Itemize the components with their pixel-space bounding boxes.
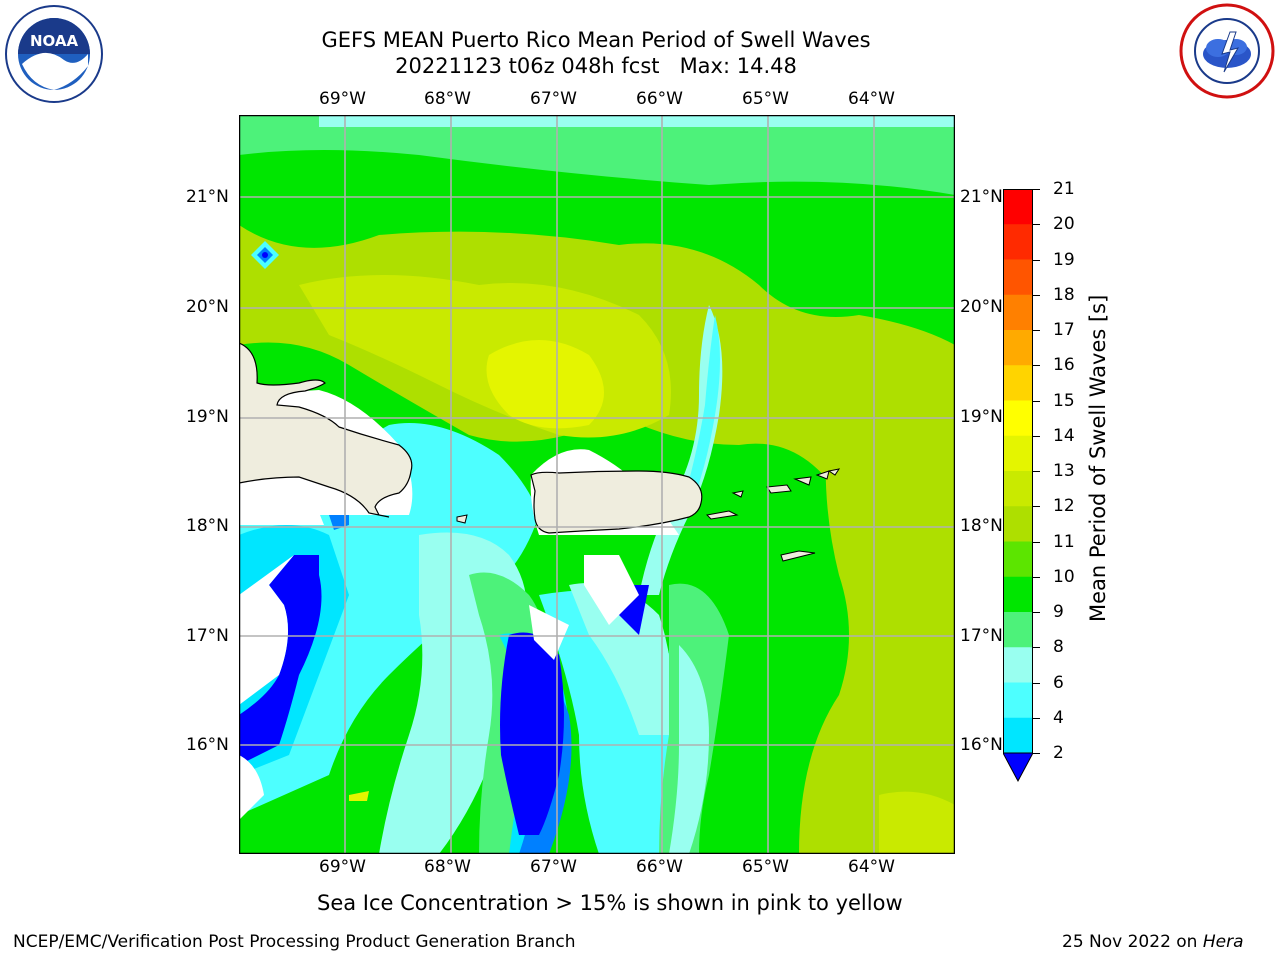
- colorbar-tick-label: 12: [1053, 496, 1075, 517]
- land-puerto-rico: [530, 470, 703, 534]
- colorbar-tick-mark: [1033, 400, 1040, 402]
- lat-label-left: 16°N: [186, 735, 229, 755]
- colorbar-tick-mark: [1033, 365, 1040, 367]
- colorbar-tick-mark: [1033, 541, 1040, 543]
- lon-label-top: 66°W: [636, 89, 683, 109]
- footer-credit: NCEP/EMC/Verification Post Processing Pr…: [13, 932, 576, 952]
- colorbar-tick-mark: [1033, 471, 1040, 472]
- colorbar-tick-label: 18: [1053, 284, 1075, 305]
- colorbar-tick-label: 16: [1053, 355, 1075, 376]
- colorbar-tick-mark: [1033, 294, 1040, 296]
- lat-label-left: 17°N: [186, 626, 229, 646]
- colorbar-segment: [1003, 717, 1033, 754]
- lon-label-bottom: 65°W: [742, 857, 789, 877]
- footer-date-text: 25 Nov 2022 on: [1062, 932, 1198, 952]
- colorbar-tick-label: 11: [1053, 531, 1075, 552]
- chart-subtitle: 20221123 t06z 048h fcst Max: 14.48: [0, 53, 1192, 79]
- colorbar-tick-mark: [1033, 435, 1040, 437]
- lat-label-right: 19°N: [960, 407, 1003, 427]
- map-frame: [239, 115, 955, 854]
- lat-label-left: 18°N: [186, 516, 229, 536]
- field-14s-region: [486, 340, 604, 429]
- colorbar-tick-label: 14: [1053, 425, 1075, 446]
- colorbar-tick-label: 4: [1053, 707, 1064, 728]
- land-hispaniola: [239, 342, 413, 518]
- colorbar-tick-label: 21: [1053, 179, 1075, 199]
- colorbar-segment: [1003, 506, 1033, 542]
- lon-label-top: 68°W: [424, 89, 471, 109]
- noaa-logo-icon: NOAA: [4, 4, 104, 104]
- colorbar-segment: [1003, 330, 1033, 366]
- colorbar-tick-mark: [1033, 189, 1040, 190]
- field-2s-pocket-west: [239, 555, 322, 765]
- lon-label-bottom: 66°W: [636, 857, 683, 877]
- colorbar-tick-label: 9: [1053, 602, 1064, 622]
- lat-label-right: 20°N: [960, 297, 1003, 317]
- footer-host: Hera: [1202, 932, 1244, 952]
- lon-label-bottom: 64°W: [848, 857, 895, 877]
- colorbar-tick-label: 15: [1053, 390, 1075, 411]
- colorbar-tick-mark: [1033, 259, 1040, 261]
- colorbar-segment: [1003, 365, 1033, 401]
- land-st-croix: [780, 550, 816, 562]
- colorbar-tick-mark: [1033, 612, 1040, 613]
- forecast-label: 20221123 t06z 048h fcst: [395, 54, 660, 78]
- colorbar-title: Mean Period of Swell Waves [s]: [1086, 294, 1110, 622]
- colorbar-tick-label: 8: [1053, 637, 1064, 658]
- lat-label-right: 21°N: [960, 187, 1003, 207]
- lat-label-right: 16°N: [960, 735, 1003, 755]
- nws-logo-icon: [1178, 2, 1276, 100]
- lon-label-top: 64°W: [848, 89, 895, 109]
- colorbar-tick-mark: [1033, 224, 1040, 226]
- lon-label-top: 67°W: [530, 89, 577, 109]
- field-2s-pocket-central: [500, 632, 564, 835]
- colorbar-segment: [1003, 541, 1033, 578]
- lat-label-left: 19°N: [186, 407, 229, 427]
- colorbar-tick-mark: [1033, 717, 1040, 719]
- colorbar-tick-mark: [1033, 506, 1040, 508]
- lat-label-left: 20°N: [186, 297, 229, 317]
- colorbar-tick-mark: [1033, 647, 1040, 649]
- colorbar-segment: [1003, 682, 1033, 719]
- colorbar-tick-label: 17: [1053, 320, 1075, 340]
- colorbar-tick-mark: [1033, 753, 1040, 754]
- colorbar-tick-label: 2: [1053, 743, 1064, 763]
- lon-label-bottom: 69°W: [319, 857, 366, 877]
- colorbar-segment: [1003, 647, 1033, 683]
- colorbar-tick-mark: [1033, 682, 1040, 684]
- colorbar-tick-label: 19: [1053, 249, 1075, 270]
- colorbar-tick-mark: [1033, 576, 1040, 578]
- colorbar-tick-label: 6: [1053, 672, 1064, 693]
- colorbar-segment: [1003, 471, 1033, 507]
- colorbar-tick-label: 13: [1053, 461, 1075, 481]
- colorbar-segment: [1003, 435, 1033, 472]
- sea-ice-caption: Sea Ice Concentration > 15% is shown in …: [317, 891, 903, 915]
- field-top-band: [239, 115, 955, 195]
- colorbar-tick-mark: [1033, 330, 1040, 331]
- field-anegada-channel: [639, 305, 723, 595]
- colorbar-segment: [1003, 400, 1033, 437]
- swell-period-map: [239, 115, 955, 854]
- lon-label-bottom: 68°W: [424, 857, 471, 877]
- colorbar-tick-label: 20: [1053, 214, 1075, 235]
- lon-label-bottom: 67°W: [530, 857, 577, 877]
- lat-label-right: 18°N: [960, 516, 1003, 536]
- colorbar: [1003, 189, 1033, 783]
- lon-label-top: 65°W: [742, 89, 789, 109]
- lat-label-right: 17°N: [960, 626, 1003, 646]
- colorbar-extend-triangle: [1003, 752, 1033, 783]
- colorbar-segment: [1003, 259, 1033, 296]
- footer-date: 25 Nov 2022 on Hera: [1062, 932, 1244, 952]
- max-label: Max: 14.48: [679, 54, 797, 78]
- chart-title: GEFS MEAN Puerto Rico Mean Period of Swe…: [321, 28, 871, 52]
- lat-label-left: 21°N: [186, 187, 229, 207]
- colorbar-tick-label: 10: [1053, 566, 1075, 587]
- colorbar-segment: [1003, 224, 1033, 260]
- svg-text:NOAA: NOAA: [30, 32, 79, 50]
- colorbar-segment: [1003, 612, 1033, 648]
- colorbar-segment: [1003, 294, 1033, 331]
- lon-label-top: 69°W: [319, 89, 366, 109]
- colorbar-segment: [1003, 576, 1033, 613]
- colorbar-segment: [1003, 189, 1033, 225]
